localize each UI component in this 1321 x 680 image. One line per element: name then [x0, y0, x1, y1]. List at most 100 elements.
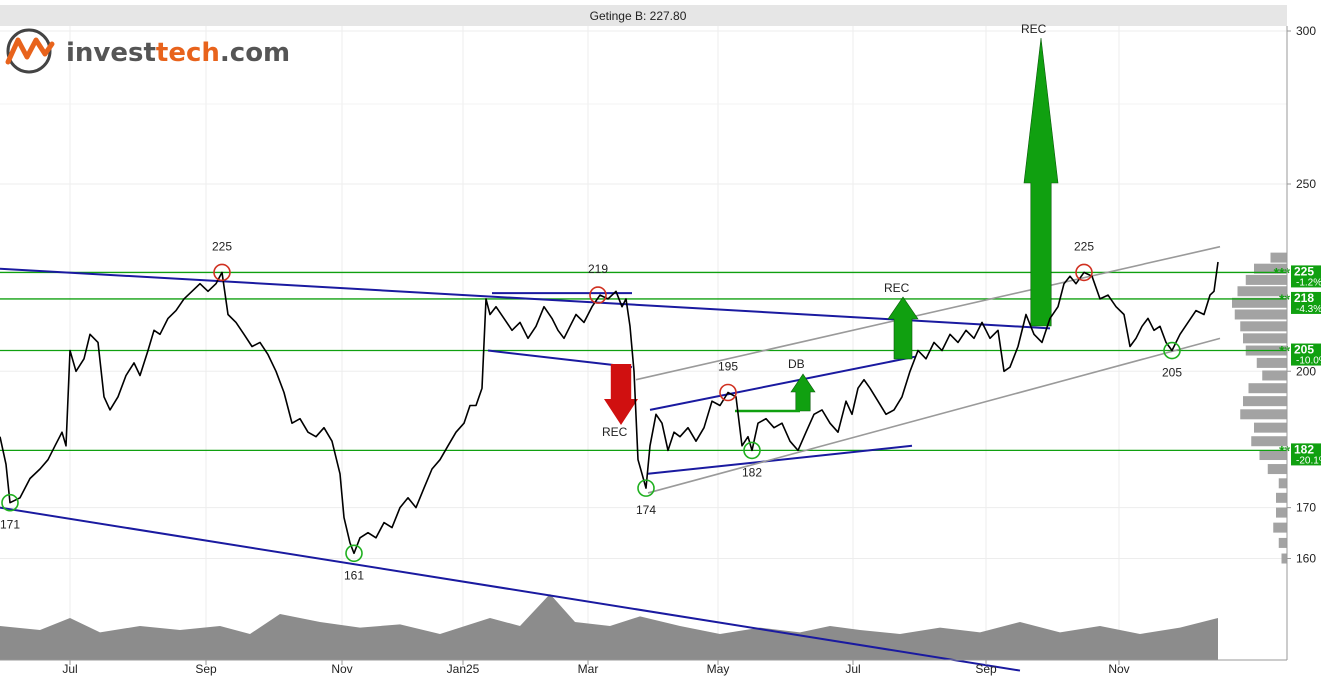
logo-zigzag [5, 37, 55, 65]
level-labels: ***225-1.2% ** 218-4.3% ** 205-10.0% ** 182-20… [1274, 264, 1321, 466]
level-value: 182 [1294, 442, 1314, 456]
volume-profile-bar [1251, 436, 1287, 447]
level-stars: ** [1279, 442, 1290, 458]
volume-profile-bar [1232, 297, 1287, 308]
extremum-label: 195 [718, 360, 738, 374]
x-tick-label: Jul [62, 662, 77, 676]
title-bar [0, 5, 1287, 26]
y-tick-label: 160 [1296, 552, 1316, 566]
level-stars: ** [1279, 343, 1290, 359]
level-value: 218 [1294, 291, 1314, 305]
level-box [1291, 443, 1321, 466]
x-tick-label: Nov [1108, 662, 1129, 676]
volume-profile-bar [1259, 450, 1287, 461]
extremum-label: 161 [344, 568, 364, 582]
signal-label: REC [884, 281, 910, 295]
level-stars: ** [1279, 291, 1290, 307]
investtech-logo: investtech.com [5, 28, 290, 74]
volume-profile-bar [1243, 333, 1287, 344]
signal-label: DB [788, 357, 805, 371]
level-box [1291, 265, 1321, 288]
low-marker [743, 441, 761, 460]
signal-arrow [604, 364, 638, 425]
y-tick-label: 300 [1296, 24, 1316, 38]
volume-profile-bar [1254, 422, 1287, 433]
extremum-label: 182 [742, 465, 762, 479]
low-marker [1163, 341, 1181, 360]
volume-profile-bar [1248, 383, 1287, 394]
price-series-line [0, 261, 1219, 555]
trend-line [0, 267, 1051, 330]
extremum-label: 225 [1074, 239, 1094, 253]
signal-arrow [1023, 37, 1059, 327]
signal-arrow [790, 373, 816, 412]
volume-profile-bar [1245, 274, 1287, 285]
trend-line [635, 245, 1221, 381]
volume-profile-bar [1267, 464, 1287, 475]
x-tick-label: Jul [845, 662, 860, 676]
extremum-label: 219 [588, 262, 608, 276]
axes: 300 250 200 170 160 Jul Sep Nov Jan25 Mar May Jul Se… [0, 24, 1316, 676]
volume-profile-bar [1273, 522, 1287, 533]
extrema-markers: 171 225 161 219 174 195 182 225 205 [0, 239, 1182, 582]
extremum-label: 205 [1162, 366, 1182, 380]
high-marker [719, 383, 737, 402]
level-stars: *** [1274, 264, 1291, 280]
x-tick-label: Jan25 [447, 662, 480, 676]
level-value: 205 [1294, 343, 1314, 357]
signal-label: REC [1021, 22, 1047, 36]
trend-lines [0, 245, 1221, 672]
volume-profile-bar [1240, 409, 1287, 420]
level-percent: -20.1% [1296, 455, 1321, 466]
volume-profile-bar [1254, 263, 1287, 274]
high-marker [589, 286, 607, 304]
volume-profile-bar [1270, 252, 1287, 263]
trend-line [0, 506, 1021, 672]
extremum-label: 174 [636, 503, 656, 517]
signal-label: REC [602, 425, 628, 439]
volume-profile-bar [1237, 286, 1287, 297]
volume-profile-bar [1281, 553, 1287, 564]
x-tick-label: May [707, 662, 730, 676]
volume-profile-bar [1278, 478, 1287, 489]
volume-profile-bar [1262, 370, 1287, 381]
high-marker [1075, 263, 1093, 282]
price-line [0, 261, 1219, 555]
level-percent: -4.3% [1296, 304, 1321, 315]
extremum-label: 171 [0, 518, 20, 532]
trend-line [487, 349, 633, 369]
signal-arrows: REC DB REC REC [602, 22, 1059, 439]
signal-arrow [887, 296, 919, 360]
x-tick-label: Sep [975, 662, 997, 676]
trend-line [649, 355, 916, 411]
volume-profile-bar [1234, 309, 1287, 320]
volume-profile-bar [1240, 321, 1287, 332]
level-percent: -10.0% [1296, 356, 1321, 367]
low-marker [637, 479, 655, 497]
high-marker [213, 263, 231, 282]
volume-profile-bar [1276, 507, 1287, 518]
level-box [1291, 291, 1321, 314]
volume-profile-bar [1243, 396, 1287, 407]
y-tick-label: 250 [1296, 177, 1316, 191]
trend-line [647, 444, 913, 475]
volume-profile-bar [1276, 492, 1287, 503]
volume-area [0, 594, 1218, 660]
extremum-label: 225 [212, 239, 232, 253]
x-tick-label: Mar [578, 662, 599, 676]
x-tick-label: Sep [195, 662, 217, 676]
level-box [1291, 343, 1321, 366]
chart-title: Getinge B: 227.80 [590, 9, 687, 23]
y-tick-label: 200 [1296, 364, 1316, 378]
level-value: 225 [1294, 264, 1314, 278]
x-tick-label: Nov [331, 662, 352, 676]
trend-line [647, 337, 1221, 494]
volume-profile-bar [1256, 357, 1287, 368]
volume-area-shape [0, 594, 1218, 660]
logo-text: investtech.com [66, 38, 290, 68]
y-tick-label: 170 [1296, 501, 1316, 515]
low-marker [345, 544, 363, 563]
level-percent: -1.2% [1296, 277, 1321, 288]
